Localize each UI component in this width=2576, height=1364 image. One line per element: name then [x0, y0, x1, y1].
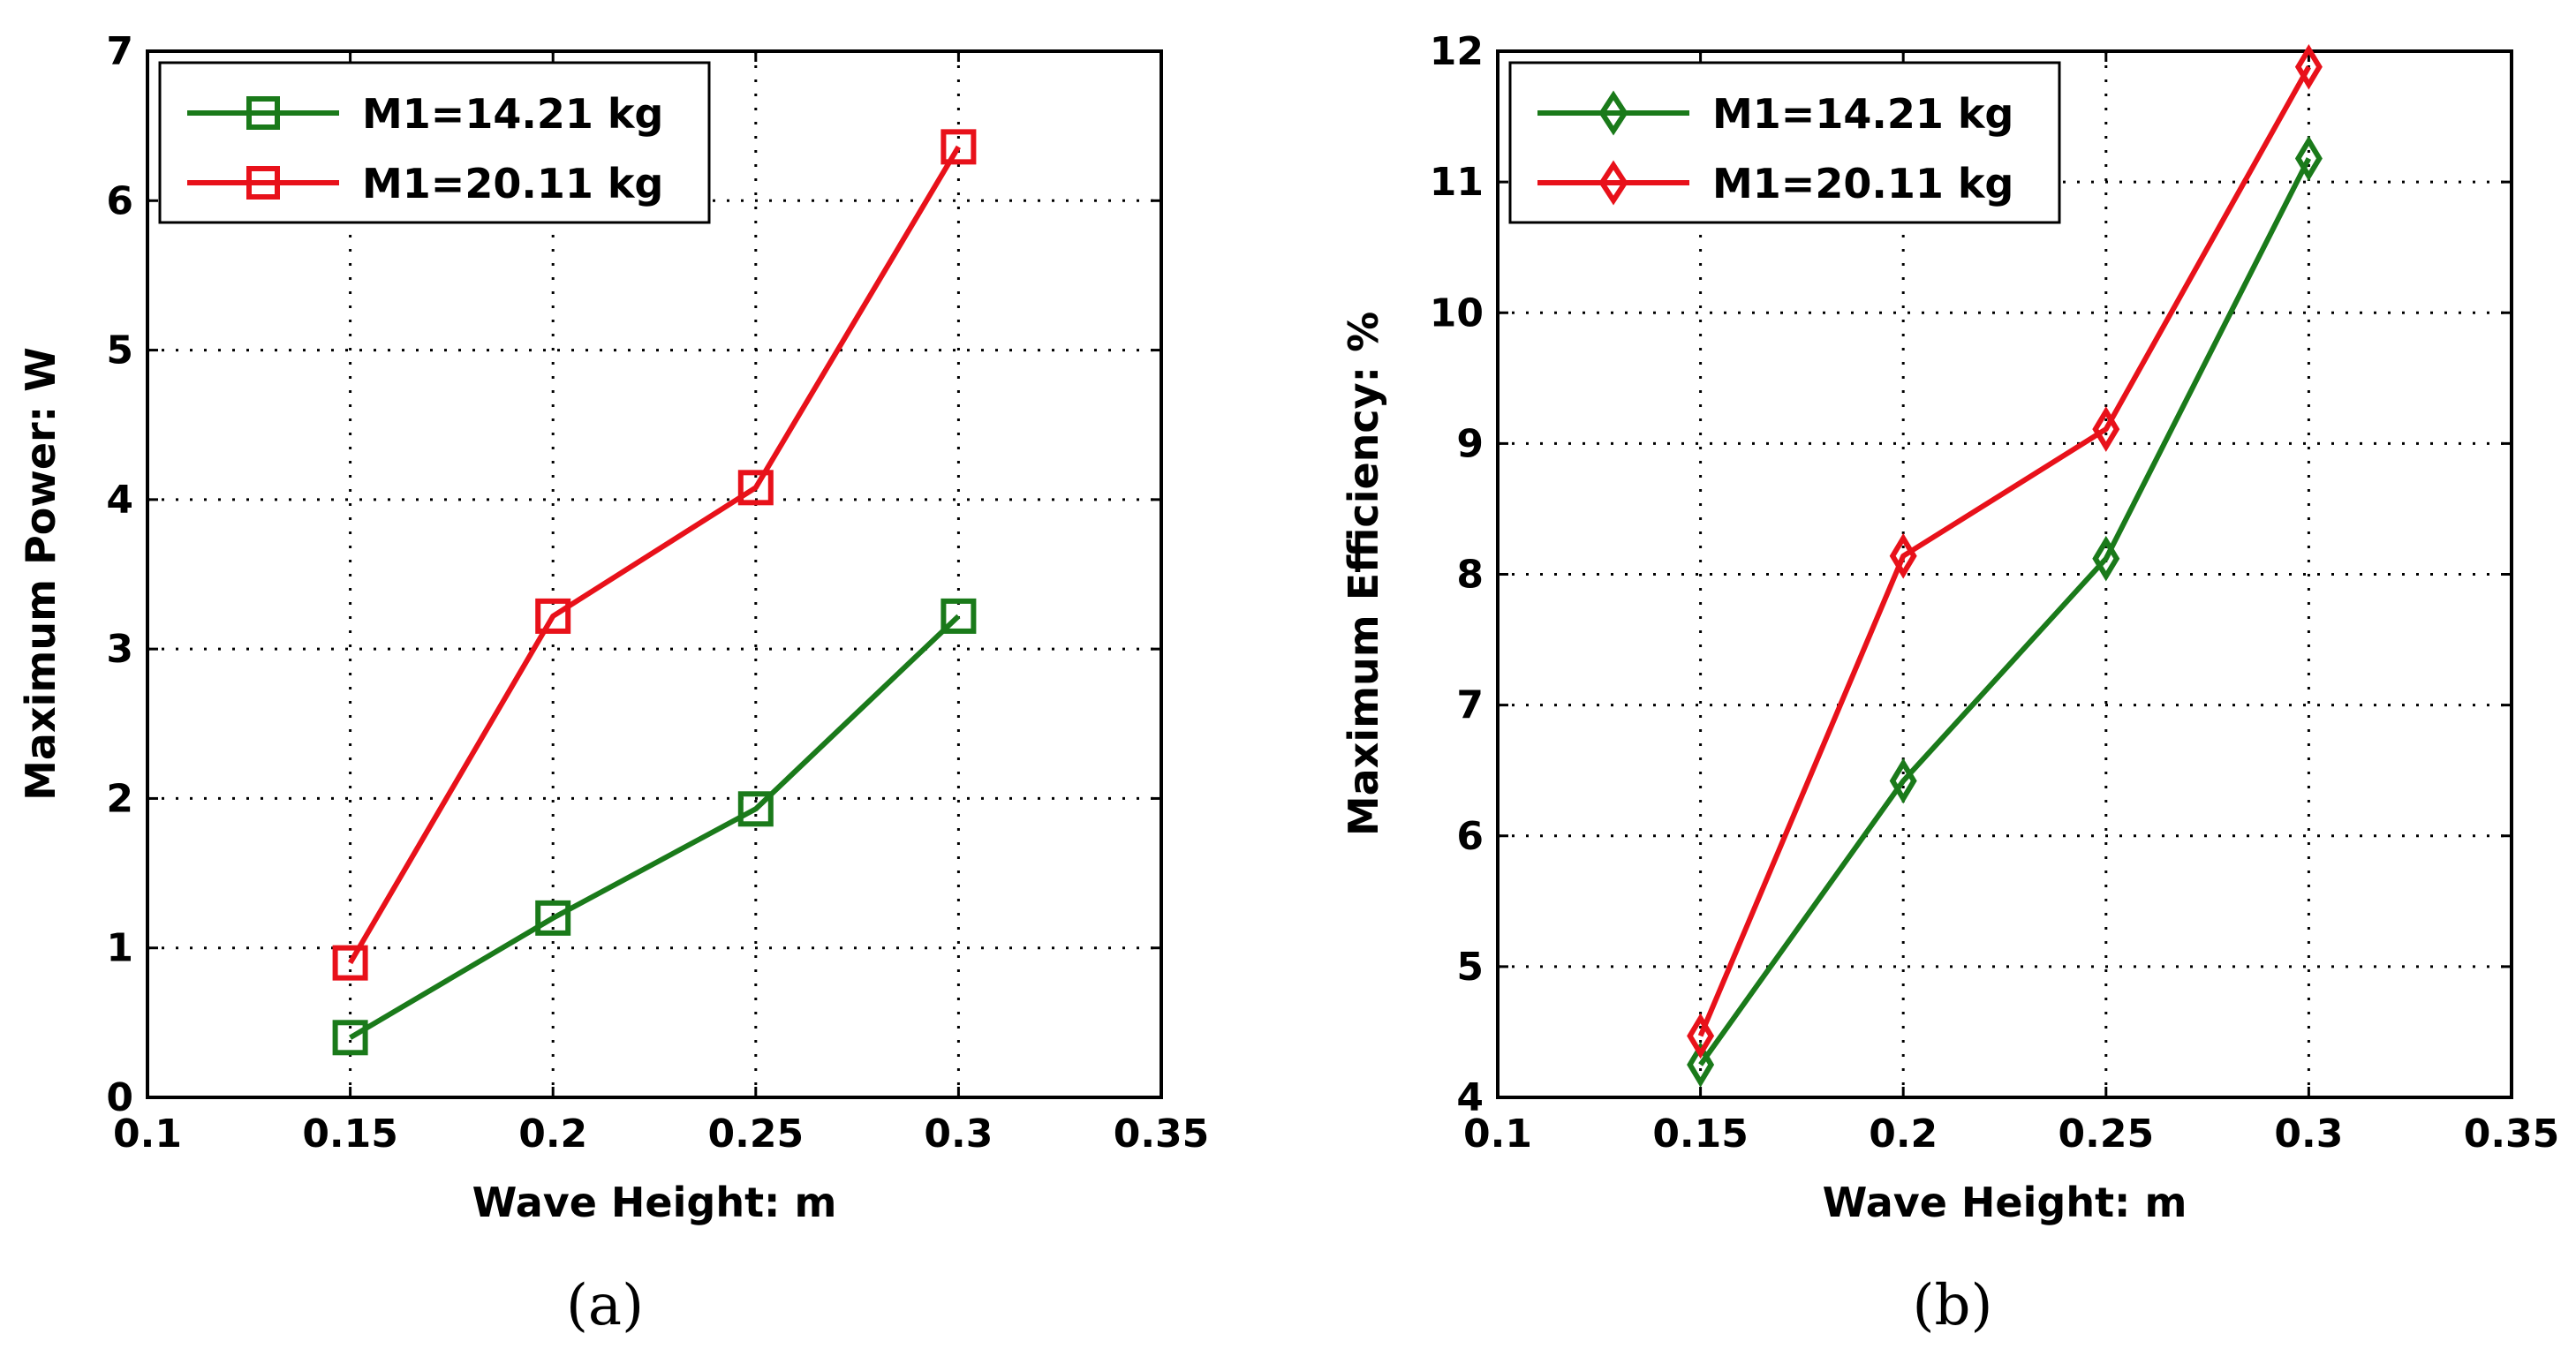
series-m1-20-11-kg	[332, 129, 977, 981]
y-tick-label: 9	[1456, 421, 1484, 466]
data-point	[2294, 135, 2323, 182]
series-m1-14-21-kg	[1687, 135, 2323, 1088]
x-tick-label: 0.2	[518, 1112, 587, 1157]
y-tick-label: 5	[1456, 945, 1484, 990]
data-point	[332, 945, 368, 981]
legend-entry-m1-14-21: M1=14.21 kg	[1537, 90, 2013, 138]
legend-marker-m1-20-11	[246, 166, 280, 200]
y-axis-label: Maximum Power: W	[17, 347, 64, 801]
series-m1-14-21-kg	[332, 598, 977, 1056]
y-tick-label: 8	[1456, 553, 1484, 598]
y-tick-label: 6	[106, 178, 133, 223]
y-tick-label: 2	[106, 776, 133, 821]
x-tick-label: 0.1	[113, 1112, 182, 1157]
y-tick-labels: 0 1 2 3 4 5 6 7	[106, 29, 1161, 1120]
series-lines	[332, 129, 977, 1056]
data-point	[332, 1020, 368, 1056]
y-tick-label: 4	[106, 478, 133, 523]
data-point	[535, 598, 571, 634]
legend-label-m1-14-21: M1=14.21 kg	[362, 90, 663, 138]
legend-entry-m1-14-21: M1=14.21 kg	[187, 90, 663, 138]
data-point	[941, 129, 977, 165]
grid-lines	[147, 51, 1161, 1097]
y-tick-labels: 4 5 6 7 8 9 10 11 12	[1430, 29, 2512, 1120]
x-tick-labels: 0.1 0.15 0.2 0.25 0.3 0.35	[1463, 51, 2559, 1157]
series-line-m1-20-11-kg	[348, 145, 961, 965]
legend-label-m1-20-11: M1=20.11 kg	[362, 160, 663, 207]
y-tick-label: 11	[1430, 160, 1484, 205]
x-tick-label: 0.25	[708, 1112, 805, 1157]
chart-panel-a: 0.1 0.15 0.2 0.25 0.3 0.35 0 1 2 3 4 5 6 7 Wave Heig…	[17, 29, 1209, 1338]
x-tick-label: 0.3	[2274, 1112, 2343, 1157]
data-point	[1687, 1013, 1715, 1059]
series-m1-20-11-kg	[1687, 43, 2323, 1059]
legend-label-m1-14-21: M1=14.21 kg	[1712, 90, 2013, 138]
legend: M1=14.21 kg M1=20.11 kg	[1508, 61, 2061, 224]
y-tick-label: 7	[1456, 683, 1484, 728]
x-axis-label: Wave Height: m	[1823, 1179, 2187, 1226]
y-tick-label: 5	[106, 328, 133, 373]
legend-box	[1508, 61, 2061, 224]
series-line-m1-14-21-kg	[349, 614, 961, 1040]
legend-entry-m1-20-11: M1=20.11 kg	[187, 160, 663, 207]
caption-b: (b)	[1913, 1273, 1993, 1338]
data-point	[535, 900, 571, 936]
x-tick-label: 0.1	[1463, 1112, 1532, 1157]
x-tick-label: 0.15	[302, 1112, 398, 1157]
series-line-m1-14-21-kg	[1698, 157, 2312, 1066]
x-tick-label: 0.35	[1114, 1112, 1210, 1157]
caption-a: (a)	[566, 1273, 644, 1338]
x-tick-label: 0.35	[2464, 1112, 2560, 1157]
y-tick-label: 10	[1430, 290, 1484, 335]
legend-marker-m1-14-21	[1598, 90, 1628, 136]
data-point	[2294, 43, 2323, 90]
plot-frame	[146, 49, 1163, 1099]
y-tick-label: 4	[1456, 1075, 1484, 1120]
x-tick-label: 0.2	[1869, 1112, 1938, 1157]
data-point	[1889, 757, 1917, 804]
data-point	[1687, 1042, 1715, 1088]
legend-marker-m1-20-11	[1598, 160, 1628, 206]
chart-panel-b: 0.1 0.15 0.2 0.25 0.3 0.35 4 5 6 7 8 9 10 11 12 Wave …	[1340, 29, 2559, 1338]
series-lines	[1687, 43, 2323, 1088]
data-point	[941, 598, 977, 634]
data-point	[737, 470, 774, 506]
y-tick-label: 3	[106, 627, 133, 672]
y-tick-label: 0	[106, 1075, 133, 1120]
y-tick-label: 1	[106, 926, 133, 971]
x-tick-label: 0.25	[2059, 1112, 2155, 1157]
legend: M1=14.21 kg M1=20.11 kg	[158, 61, 711, 224]
legend-marker-m1-14-21	[246, 96, 280, 130]
data-point	[1889, 532, 1917, 579]
data-point	[2092, 406, 2120, 452]
data-point	[2092, 535, 2120, 582]
y-tick-label: 7	[106, 29, 133, 74]
x-tick-label: 0.3	[924, 1112, 993, 1157]
y-tick-label: 12	[1430, 29, 1484, 74]
data-point	[737, 791, 774, 827]
legend-label-m1-20-11: M1=20.11 kg	[1712, 160, 2013, 207]
y-axis-label: Maximum Efficiency: %	[1340, 312, 1387, 836]
x-axis-label: Wave Height: m	[472, 1179, 837, 1226]
y-tick-label: 6	[1456, 814, 1484, 859]
x-tick-labels: 0.1 0.15 0.2 0.25 0.3 0.35	[113, 51, 1209, 1157]
series-line-m1-20-11-kg	[1697, 65, 2312, 1037]
legend-entry-m1-20-11: M1=20.11 kg	[1537, 160, 2013, 207]
x-tick-label: 0.15	[1652, 1112, 1749, 1157]
